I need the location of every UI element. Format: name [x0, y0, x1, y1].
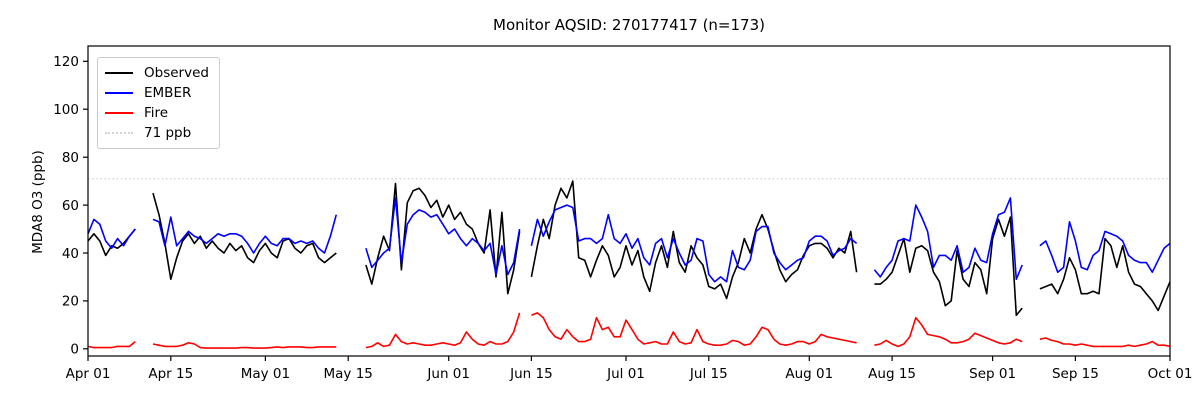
legend-label: Observed — [144, 65, 209, 81]
x-tick-label: Aug 01 — [785, 366, 833, 382]
x-tick-label: May 01 — [241, 366, 290, 382]
x-tick-label: Jun 15 — [509, 366, 553, 382]
legend-label: 71 ppb — [144, 125, 192, 141]
legend-line-swatch — [105, 72, 133, 74]
fire-line — [87, 312, 1171, 349]
x-tick-label: Jun 01 — [426, 366, 470, 382]
y-tick-label: 60 — [62, 198, 79, 214]
x-tick-label: Apr 01 — [66, 366, 111, 382]
legend-line-swatch — [105, 92, 133, 94]
legend-line-swatch — [105, 112, 133, 114]
x-tick-label: Jul 15 — [689, 366, 728, 382]
x-tick-label: Aug 15 — [868, 366, 916, 382]
plot-border — [87, 45, 1171, 357]
y-tick-label: 0 — [70, 342, 79, 358]
legend-item-71-ppb: 71 ppb — [105, 123, 209, 143]
ember-line — [87, 197, 1171, 283]
y-tick-label: 20 — [62, 294, 79, 310]
x-tick-label: May 15 — [324, 366, 373, 382]
y-tick-label: 120 — [53, 54, 79, 70]
x-tick-label: Oct 01 — [1148, 366, 1193, 382]
legend-dotted-line-swatch — [105, 132, 133, 134]
y-tick-label: 40 — [62, 246, 79, 262]
x-tick-label: Sep 15 — [1052, 366, 1099, 382]
y-tick-label: 80 — [62, 150, 79, 166]
legend-item-ember: EMBER — [105, 83, 209, 103]
legend-label: Fire — [144, 105, 169, 121]
legend-item-fire: Fire — [105, 103, 209, 123]
legend-label: EMBER — [144, 85, 192, 101]
x-tick-label: Jul 01 — [606, 366, 645, 382]
chart-title: Monitor AQSID: 270177417 (n=173) — [493, 16, 765, 34]
x-tick-label: Apr 15 — [148, 366, 193, 382]
legend: Observed EMBER Fire 71 ppb — [97, 57, 220, 149]
x-tick-label: Sep 01 — [969, 366, 1016, 382]
y-tick-label: 100 — [53, 102, 79, 118]
legend-item-observed: Observed — [105, 63, 209, 83]
